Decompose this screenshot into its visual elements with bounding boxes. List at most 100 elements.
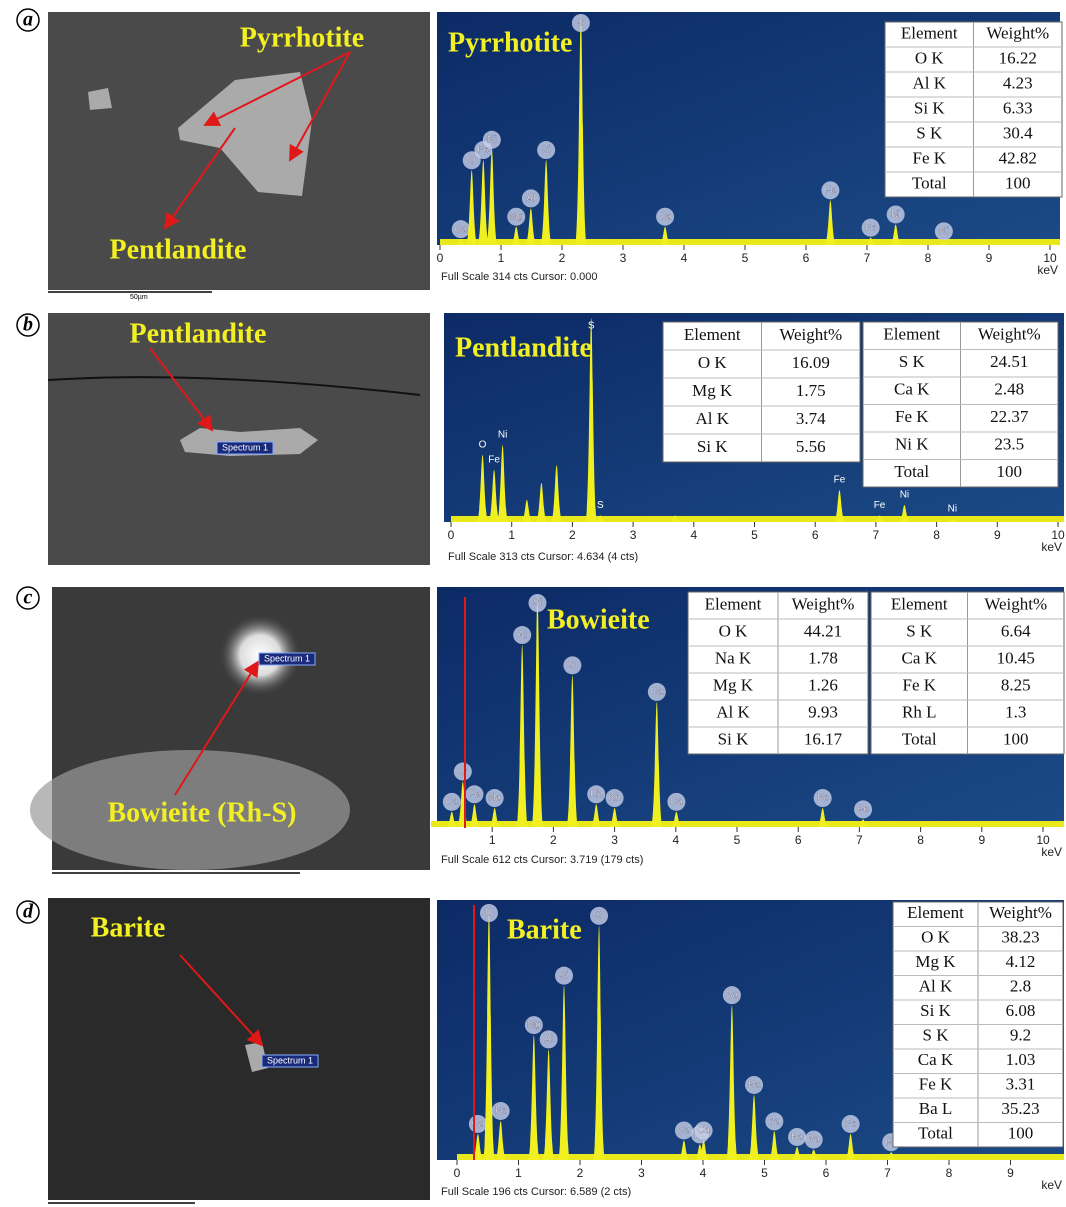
peak-label: S xyxy=(588,321,595,332)
peak-label: Ca xyxy=(697,1125,710,1136)
table-cell: Mg K xyxy=(713,675,754,694)
table-cell: Al K xyxy=(912,73,946,92)
table-cell: Total xyxy=(902,729,937,748)
table-cell: Na K xyxy=(715,648,752,667)
x-tick-label: 4 xyxy=(681,251,688,265)
mineral-label: Pentlandite xyxy=(110,234,247,265)
table-header: Element xyxy=(705,594,762,613)
panel-letter: a xyxy=(23,9,33,31)
table-cell: 100 xyxy=(1003,729,1029,748)
table-cell: 24.51 xyxy=(990,352,1028,371)
x-tick-label: 5 xyxy=(761,1166,768,1180)
x-tick-label: 9 xyxy=(986,251,993,265)
spectrum-tag: Spectrum 1 xyxy=(267,1055,313,1065)
x-unit: keV xyxy=(1041,540,1062,554)
mineral-label: Barite xyxy=(91,912,166,943)
table-cell: 23.5 xyxy=(994,435,1024,454)
peak-label: O xyxy=(485,908,493,919)
x-tick-label: 3 xyxy=(620,251,627,265)
peak-label: Fe xyxy=(469,789,481,800)
table-cell: 3.74 xyxy=(796,409,826,428)
table-cell: 100 xyxy=(1008,1124,1034,1143)
table-cell: Fe K xyxy=(912,148,946,167)
table-cell: 22.37 xyxy=(990,407,1029,426)
spectrum-title: Pentlandite xyxy=(455,332,592,363)
peak-label: Mg xyxy=(509,211,523,222)
table-cell: 16.17 xyxy=(804,729,843,748)
peak-label: Si xyxy=(533,598,542,609)
peak-label: Fe xyxy=(495,1106,507,1117)
x-tick-label: 4 xyxy=(672,833,679,847)
table-cell: Si K xyxy=(920,1001,951,1020)
x-tick-label: 2 xyxy=(577,1166,584,1180)
spectrum-tag: Spectrum 1 xyxy=(264,653,310,663)
table-cell: S K xyxy=(916,123,943,142)
peak-label: Ca xyxy=(670,796,683,807)
x-tick-label: 1 xyxy=(515,1166,522,1180)
table-cell: 1.78 xyxy=(808,648,838,667)
x-tick-label: 6 xyxy=(823,1166,830,1180)
peak-label: Ca xyxy=(445,796,458,807)
table-cell: Total xyxy=(894,462,929,481)
peak-label: Ba xyxy=(768,1116,781,1127)
table-header: Element xyxy=(883,325,940,344)
peak-label: Fe xyxy=(865,222,877,233)
x-tick-label: 0 xyxy=(448,528,455,542)
spectrum-tag: Spectrum 1 xyxy=(222,442,268,452)
x-tick-label: 8 xyxy=(925,251,932,265)
axis-strip xyxy=(437,827,1064,854)
peak-label: Ni xyxy=(487,134,496,145)
peak-label: Fe xyxy=(817,793,829,804)
table-cell: 38.23 xyxy=(1001,928,1039,947)
mineral-label: Pyrrhotite xyxy=(240,22,364,53)
peak-label: Ni xyxy=(948,503,957,514)
peak-label: O xyxy=(479,440,487,451)
table-header: Element xyxy=(901,23,958,42)
figure: 50µmPyrrhotitePentlanditeaCaOFeNiMgAlSiS… xyxy=(0,0,1066,1207)
peak-label: Si xyxy=(560,970,569,981)
table-cell: 16.22 xyxy=(999,48,1037,67)
table-cell: Si K xyxy=(914,98,945,117)
peak-label: Al xyxy=(544,1034,553,1045)
x-tick-label: 7 xyxy=(864,251,871,265)
table-cell: 9.2 xyxy=(1010,1026,1031,1045)
peak-label: Fe xyxy=(488,455,500,466)
axis-strip xyxy=(437,245,1060,271)
x-tick-label: 2 xyxy=(559,251,566,265)
mineral-label: Pentlandite xyxy=(130,318,267,349)
table-cell: Total xyxy=(912,173,947,192)
x-tick-label: 6 xyxy=(803,251,810,265)
table-cell: Fe K xyxy=(902,675,936,694)
table-cell: 100 xyxy=(997,462,1023,481)
table-header: Weight% xyxy=(779,325,842,344)
table-cell: 16.09 xyxy=(792,353,830,372)
x-tick-label: 5 xyxy=(742,251,749,265)
x-tick-label: 6 xyxy=(795,833,802,847)
peak-label: Fe xyxy=(874,500,886,511)
x-tick-label: 5 xyxy=(751,528,758,542)
peak-label: Al xyxy=(518,630,527,641)
peak-label: Fe xyxy=(845,1119,857,1130)
table-cell: Total xyxy=(918,1124,953,1143)
peak-label: Ba xyxy=(808,1134,821,1145)
table-cell: 6.64 xyxy=(1001,621,1031,640)
x-tick-label: 2 xyxy=(550,833,557,847)
table-cell: Al K xyxy=(695,409,729,428)
table-cell: S K xyxy=(906,621,933,640)
peak-label: Ba xyxy=(791,1132,804,1143)
panel-letter: b xyxy=(23,314,33,336)
peak-label: Fe xyxy=(834,475,846,486)
x-tick-label: 5 xyxy=(734,833,741,847)
spectrum-footer: Full Scale 314 cts Cursor: 0.000 xyxy=(441,271,598,283)
x-tick-label: 2 xyxy=(569,528,576,542)
table-header: Weight% xyxy=(989,903,1052,922)
spectrum-title: Pyrrhotite xyxy=(448,27,572,58)
peak-label: Ca xyxy=(454,224,467,235)
x-tick-label: 9 xyxy=(1007,1166,1014,1180)
table-cell: 42.82 xyxy=(999,148,1037,167)
table-cell: 9.93 xyxy=(808,702,838,721)
table-header: Weight% xyxy=(986,23,1049,42)
table-header: Element xyxy=(891,594,948,613)
x-tick-label: 8 xyxy=(946,1166,953,1180)
table-cell: Ni K xyxy=(895,435,929,454)
